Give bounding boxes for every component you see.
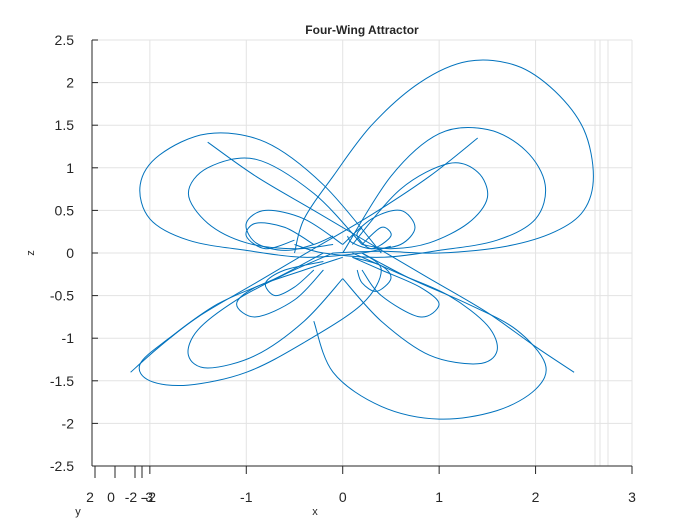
trajectory-segment xyxy=(352,256,392,292)
y-tick-label: 0 xyxy=(107,489,115,505)
y-tick-label: 2 xyxy=(86,489,94,505)
z-tick-label: 1.5 xyxy=(55,117,75,133)
x-tick-label: -2 xyxy=(144,489,157,505)
trajectory-segment xyxy=(313,252,547,420)
z-tick-label: 2 xyxy=(66,75,74,91)
z-tick-label: 0 xyxy=(66,245,74,261)
y-tick-label: -3 xyxy=(141,489,154,505)
attractor-trajectory xyxy=(130,59,594,420)
trajectory-segment xyxy=(352,256,440,318)
y-axis-label: y xyxy=(75,506,81,518)
z-tick-label: 1 xyxy=(66,160,74,176)
trajectory-segment xyxy=(264,261,324,297)
z-tick-label: -2 xyxy=(62,415,75,431)
x-axis-label: x xyxy=(312,506,318,518)
x-tick-label: -1 xyxy=(240,489,253,505)
trajectory-segment xyxy=(356,226,392,250)
ticks: 2.521.510.50-0.5-1-1.5-2-2.5-2 -1 0 1 2 32 0 -2… xyxy=(50,32,636,505)
z-tick-label: 0.5 xyxy=(55,202,75,218)
trajectory-segment xyxy=(352,162,489,250)
z-tick-label: -2.5 xyxy=(50,458,74,474)
trajectory-segment xyxy=(294,126,547,258)
chart-title: Four-Wing Attractor xyxy=(305,23,419,37)
trajectory-segment xyxy=(207,141,575,373)
trajectory-segment xyxy=(342,209,416,250)
z-tick-label: 2.5 xyxy=(55,32,75,48)
trajectory-segment xyxy=(245,209,343,251)
trajectory-segment xyxy=(245,222,315,250)
trajectory-segment xyxy=(294,59,594,254)
z-tick-label: -1.5 xyxy=(50,373,74,389)
z-tick-label: -0.5 xyxy=(50,288,74,304)
x-tick-label: 0 xyxy=(339,489,347,505)
trajectory-segment xyxy=(130,137,479,373)
trajectory-segment xyxy=(139,132,392,258)
x-tick-label: 1 xyxy=(435,489,443,505)
x-tick-label: 3 xyxy=(628,489,636,505)
trajectory-segment xyxy=(187,157,363,250)
trajectory-segment xyxy=(342,252,498,365)
x-tick-label: 2 xyxy=(532,489,540,505)
z-axis-label: z xyxy=(25,250,37,256)
z-tick-label: -1 xyxy=(62,330,75,346)
y-tick-label: -2 xyxy=(125,489,138,505)
trajectory-segment xyxy=(236,256,343,318)
